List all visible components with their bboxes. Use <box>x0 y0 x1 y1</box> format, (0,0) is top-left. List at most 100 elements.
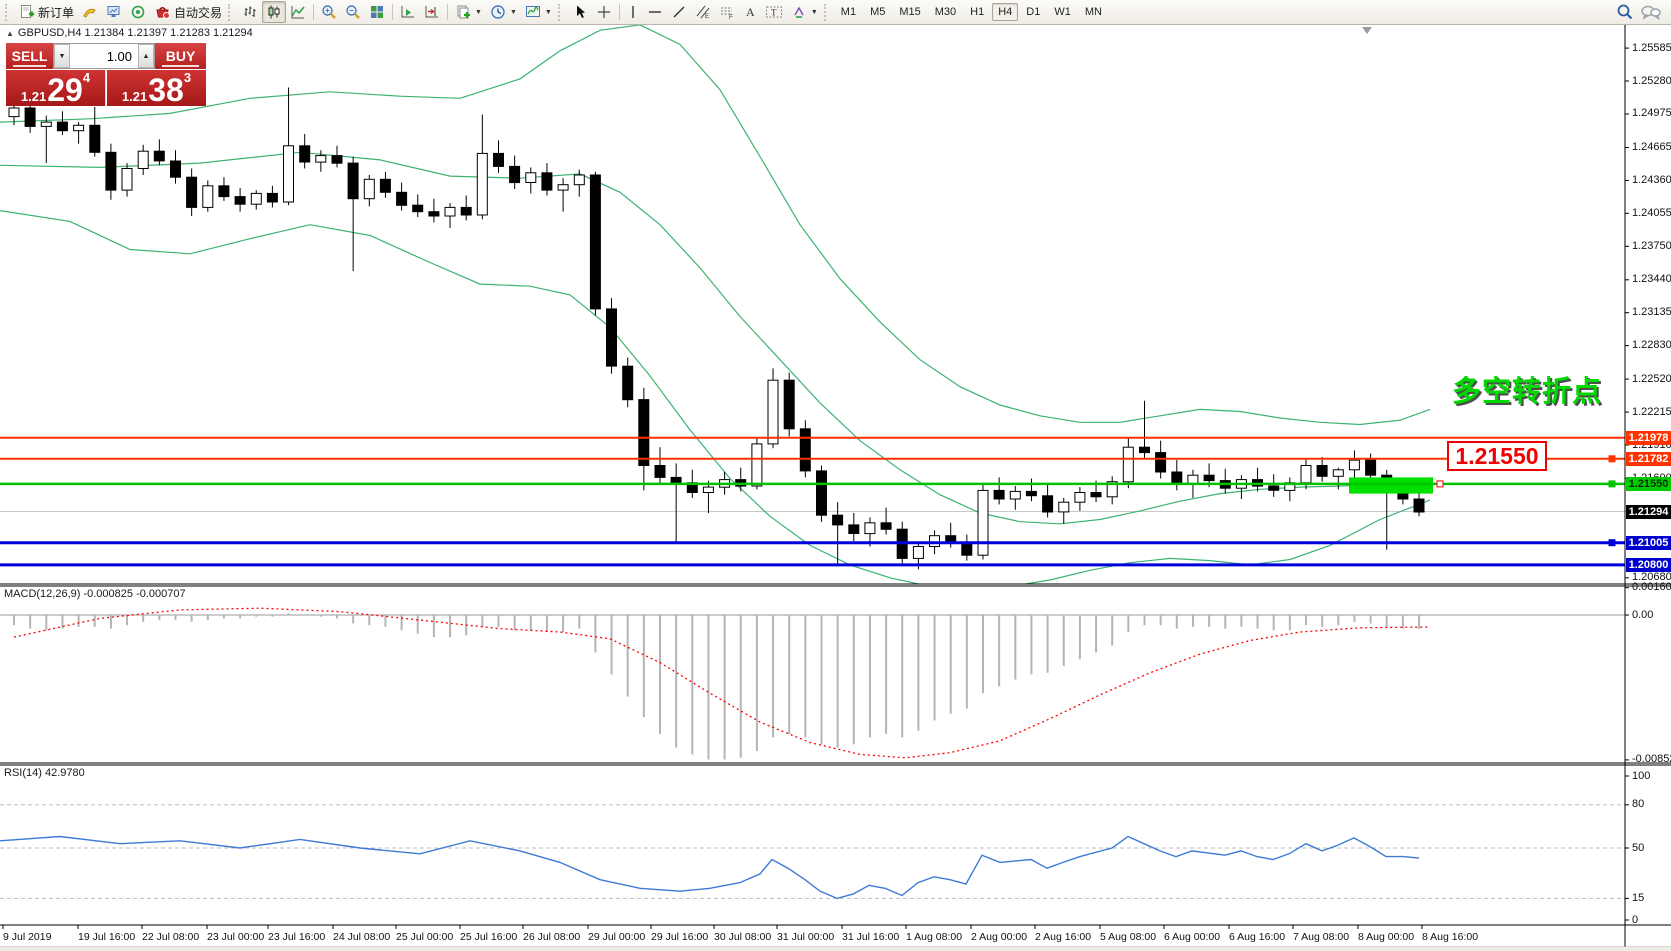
market-watch-button[interactable] <box>102 1 126 23</box>
autotrading-button[interactable]: 自动交易 <box>150 1 226 23</box>
toolbar-separator <box>313 4 315 20</box>
arrows-icon <box>794 6 804 18</box>
timeframe-D1[interactable]: D1 <box>1026 6 1041 18</box>
volume-stepper[interactable]: ▼ 1.00 ▲ <box>53 43 155 69</box>
candles <box>8 87 1425 570</box>
crosshair-icon <box>597 6 610 18</box>
line-handle[interactable] <box>1436 480 1444 488</box>
bollinger-upper <box>0 25 1431 426</box>
volume-increase-button[interactable]: ▲ <box>138 44 154 68</box>
timeframe-M15[interactable]: M15 <box>899 6 921 18</box>
toolbar-grip <box>5 3 11 21</box>
chart-shift-marker-icon[interactable] <box>1362 27 1372 34</box>
charts-button[interactable] <box>78 1 102 23</box>
text-label-tool-button[interactable]: T <box>761 1 787 23</box>
rsi-line <box>0 835 1420 900</box>
chat-icon[interactable] <box>1640 3 1662 21</box>
new-order-button[interactable]: 新订单 <box>15 1 78 23</box>
timeframe-H1[interactable]: H1 <box>970 6 985 18</box>
symbol-ohlc-text: GBPUSD,H4 1.21384 1.21397 1.21283 1.2129… <box>17 27 253 39</box>
svg-text:F: F <box>729 15 733 20</box>
autotrading-label: 自动交易 <box>174 5 223 20</box>
arrows-tool-button[interactable]: ▼ <box>787 1 822 23</box>
highlight-zone[interactable] <box>1349 477 1433 494</box>
line-handle[interactable] <box>1608 539 1616 547</box>
one-click-trading-panel: SELL ▼ 1.00 ▲ BUY 1.21 29 4 1.21 38 3 <box>6 43 206 106</box>
line-chart-icon <box>291 6 305 19</box>
trendline-icon <box>673 6 685 18</box>
toolbar-separator <box>618 4 620 20</box>
toolbar-grip <box>557 3 564 21</box>
horizontal-line-tool-button[interactable] <box>643 1 667 23</box>
timeframe-M5[interactable]: M5 <box>870 6 886 18</box>
search-icon[interactable] <box>1616 3 1634 21</box>
market-watch-icon <box>107 6 120 17</box>
chart-shift-button[interactable] <box>420 1 444 23</box>
text-icon: A <box>746 5 755 19</box>
zoom-out-button[interactable] <box>341 1 365 23</box>
buy-underline <box>162 65 199 67</box>
price-callout-box[interactable]: 1.21550 <box>1447 441 1547 471</box>
fibonacci-tool-button[interactable]: F <box>715 1 739 23</box>
text-tool-button[interactable]: A <box>739 1 761 23</box>
timeframe-M30[interactable]: M30 <box>934 6 957 18</box>
candlestick-chart-icon <box>268 5 280 19</box>
horizontal-line-icon <box>648 11 661 13</box>
sell-button[interactable]: SELL <box>6 43 53 69</box>
timeframe-MN[interactable]: MN <box>1084 6 1102 18</box>
buy-price[interactable]: 1.21 38 3 <box>107 70 206 106</box>
vertical-line-tool-button[interactable] <box>623 1 643 23</box>
templates-button[interactable]: ▼ <box>451 1 486 23</box>
timeframe-W1[interactable]: W1 <box>1054 6 1071 18</box>
timeframe-M1[interactable]: M1 <box>840 6 857 18</box>
indicators-button[interactable]: ▼ <box>521 1 556 23</box>
sell-price[interactable]: 1.21 29 4 <box>6 70 106 106</box>
data-window-button[interactable] <box>126 1 150 23</box>
sell-price-big: 29 <box>47 72 83 108</box>
timeframe-H4[interactable]: H4 <box>992 3 1019 21</box>
zoom-in-button[interactable] <box>317 1 341 23</box>
equidistant-channel-icon: E <box>696 5 710 20</box>
line-handle[interactable] <box>1608 480 1616 488</box>
new-order-label: 新订单 <box>38 5 75 20</box>
sell-button-label: SELL <box>11 48 48 64</box>
line-chart-button[interactable] <box>286 1 310 23</box>
cursor-tool-button[interactable] <box>568 1 592 23</box>
candlestick-chart-button[interactable] <box>262 1 287 23</box>
auto-scroll-icon <box>401 6 415 18</box>
periods-icon <box>491 5 505 19</box>
auto-scroll-button[interactable] <box>396 1 420 23</box>
trendline-tool-button[interactable] <box>667 1 691 23</box>
symbol-ohlc-line: ▲ GBPUSD,H4 1.21384 1.21397 1.21283 1.21… <box>6 27 253 39</box>
indicators-icon <box>525 6 540 17</box>
bar-chart-icon <box>244 6 256 17</box>
volume-value[interactable]: 1.00 <box>106 48 132 64</box>
dropdown-caret-icon: ▼ <box>544 8 552 16</box>
svg-text:T: T <box>771 8 777 18</box>
dropdown-caret-icon: ▼ <box>475 8 482 16</box>
bollinger-lower <box>0 210 1431 584</box>
macd-pane-label: MACD(12,26,9) -0.000825 -0.000707 <box>4 588 186 600</box>
tile-windows-button[interactable] <box>365 1 389 23</box>
macd-signal-line <box>13 607 1431 759</box>
symbol-expand-icon[interactable]: ▲ <box>6 28 14 38</box>
vertical-line-icon <box>632 6 634 18</box>
equidistant-channel-tool-button[interactable]: E <box>691 1 715 23</box>
main-pane <box>0 25 1625 584</box>
periods-button[interactable]: ▼ <box>486 1 521 23</box>
toolbar-separator <box>447 4 449 20</box>
data-window-icon <box>131 5 145 19</box>
macd-histogram <box>13 613 1421 760</box>
timeframe-group: M1 M5 M15 M30 H1 H4 D1 W1 MN <box>834 3 1109 21</box>
svg-text:A: A <box>746 5 755 19</box>
volume-decrease-button[interactable]: ▼ <box>54 44 70 68</box>
dropdown-caret-icon: ▼ <box>810 8 818 16</box>
svg-text:E: E <box>705 14 709 20</box>
bar-chart-button[interactable] <box>238 1 262 23</box>
bollinger-middle <box>0 151 1431 525</box>
crosshair-tool-button[interactable] <box>592 1 616 23</box>
main-toolbar: 新订单 自动交易 ▼ ▼ <box>0 0 1671 25</box>
line-handle[interactable] <box>1608 455 1616 463</box>
buy-button[interactable]: BUY <box>155 43 206 69</box>
